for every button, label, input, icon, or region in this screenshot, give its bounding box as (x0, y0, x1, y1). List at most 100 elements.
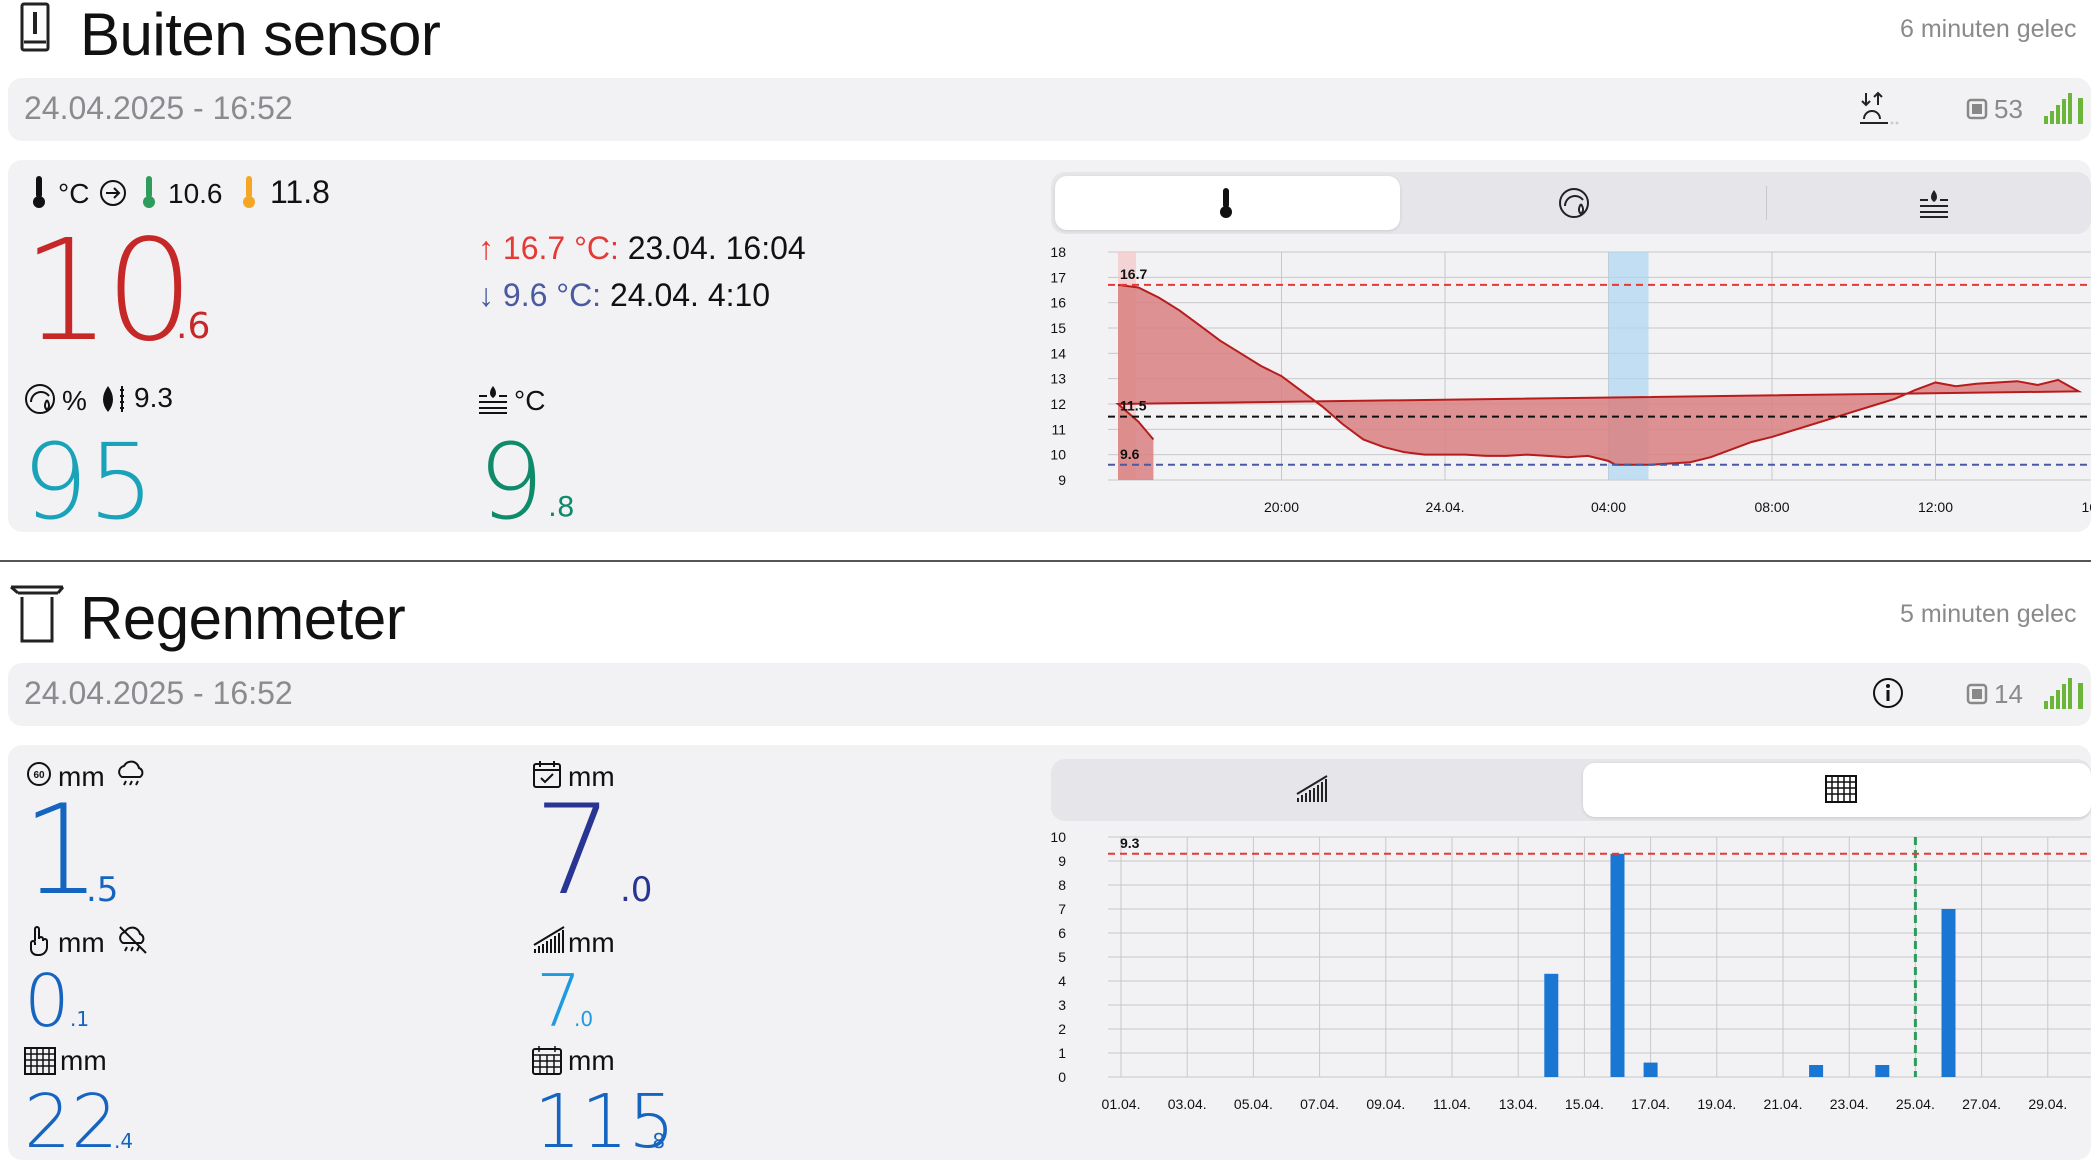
y-tick-label: 18 (1050, 244, 1066, 260)
reference-label: 16.7 (1120, 266, 1147, 282)
max-arrow-icon: ↑ (478, 230, 494, 266)
reference-label: 9.3 (1120, 835, 1140, 851)
grid-calendar-icon (1825, 775, 1857, 803)
x-tick-label: 29.04. (2028, 1096, 2067, 1112)
date-text: 24.04.2025 - 16:52 (24, 675, 293, 711)
rain-gauge-icon (8, 583, 68, 645)
temp-unit: °C (58, 178, 90, 209)
rain-bar (1875, 1065, 1890, 1077)
rain-bar (1941, 909, 1956, 1077)
y-tick-label: 17 (1050, 269, 1066, 285)
feels-like-thermometer-icon (240, 174, 258, 210)
rain-today-dec: .0 (620, 870, 653, 910)
tab-dewpoint[interactable] (1747, 176, 2091, 230)
battery-value: 14 (1994, 679, 2023, 709)
section-title: Regenmeter (80, 585, 406, 652)
rain-last-60-int: 1 (22, 779, 101, 923)
rain-manual-dec: .1 (70, 1007, 90, 1031)
no-rain-cloud-icon (116, 925, 150, 955)
tab-temperature[interactable] (1055, 176, 1400, 230)
x-tick-label: 11.04. (1433, 1096, 1471, 1112)
svg-text:60: 60 (33, 770, 45, 781)
rain-card: 60 mm 1 .5 mm 7 .0 mm 0 .1 mm 7 .0 mm 22… (8, 745, 2091, 1160)
thermometer-icon (30, 174, 48, 210)
y-tick-label: 2 (1058, 1021, 1066, 1037)
y-tick-label: 0 (1058, 1069, 1066, 1085)
tab-cumulative[interactable] (1055, 763, 1575, 817)
green-thermometer-icon (140, 174, 158, 210)
drop-icon (96, 382, 132, 416)
temperature-line (1115, 283, 2083, 466)
section-title: Buiten sensor (80, 1, 441, 68)
signal-bars-icon (2044, 92, 2084, 124)
y-tick-label: 4 (1058, 973, 1066, 989)
temp-value-dec: .6 (176, 306, 211, 347)
reference-label: 9.6 (1120, 446, 1140, 462)
humidity-gauge-icon (23, 382, 57, 416)
battery-chip-icon (1966, 683, 1988, 705)
x-tick-label: 19.04. (1697, 1096, 1736, 1112)
y-tick-label: 10 (1050, 829, 1066, 845)
x-tick-label: 03.04. (1168, 1096, 1207, 1112)
cumulative-chart-icon (1296, 775, 1328, 802)
min-time: 24.04. 4:10 (609, 277, 771, 313)
x-tick-label: 23.04. (1830, 1096, 1869, 1112)
last-60-min-icon: 60 (26, 761, 52, 787)
y-tick-label: 1 (1058, 1045, 1066, 1061)
y-tick-label: 15 (1050, 320, 1066, 336)
x-tick-label: 21.04. (1764, 1096, 1803, 1112)
x-tick-label: 04:00 (1591, 499, 1626, 515)
thermometer-icon (1220, 188, 1232, 218)
humidity-drop-value: 9.3 (134, 382, 173, 413)
rain-unit: mm (568, 927, 615, 958)
rain-rising-dec: .0 (574, 1007, 594, 1031)
feels-like-value: 11.8 (270, 174, 330, 210)
rain-month-int: 22 (24, 1079, 119, 1160)
sensor-icon (20, 2, 50, 52)
x-tick-label: 09.04. (1366, 1096, 1405, 1112)
last-update-text: 6 minuten gelec (1900, 15, 2077, 43)
y-tick-label: 16 (1050, 295, 1066, 311)
info-icon[interactable] (1872, 677, 1904, 709)
x-tick-label: 01.04. (1102, 1096, 1141, 1112)
reference-label: 11.5 (1120, 398, 1147, 414)
rain-month-dec: .4 (114, 1129, 134, 1153)
rain-year-dec: .8 (646, 1129, 666, 1153)
dewpoint-icon (1920, 190, 1948, 218)
y-tick-label: 13 (1050, 371, 1066, 387)
dewpoint-value-dec: .8 (548, 490, 575, 523)
humidity-unit: % (62, 385, 87, 416)
y-tick-label: 5 (1058, 949, 1066, 965)
sun-tracking-icon[interactable] (1856, 91, 1900, 127)
tab-humidity[interactable] (1401, 176, 1746, 230)
x-tick-label: 12:00 (1918, 499, 1953, 515)
chart-tab-bar (1051, 172, 2091, 234)
x-tick-label: 13.04. (1499, 1096, 1538, 1112)
max-label: 16.7 °C: (502, 230, 619, 266)
rain-chart: 0 1 2 3 4 5 6 7 8 9 10 01.04. 03.04. 05.04. 07.04. 09.0… (1050, 829, 2091, 1112)
y-tick-label: 10 (1050, 447, 1066, 463)
trend-icon (98, 178, 128, 208)
max-row: ↑ 16.7 °C: 23.04. 16:04 (478, 230, 806, 267)
chart-tab-bar (1051, 759, 2091, 821)
hand-icon (26, 925, 52, 957)
min-arrow-icon: ↓ (478, 277, 494, 313)
dewpoint-icon (476, 382, 510, 416)
tab-grid[interactable] (1583, 763, 2091, 817)
rain-unit: mm (58, 927, 105, 958)
rain-unit: mm (60, 1045, 107, 1076)
humidity-gauge-icon (1559, 188, 1589, 218)
x-tick-label: 07.04. (1300, 1096, 1339, 1112)
date-bar: 24.04.2025 - 16:52 14 (8, 663, 2091, 726)
rain-rising-int: 7 (536, 959, 582, 1043)
tab-separator (1766, 186, 1767, 220)
last-update-text: 5 minuten gelec (1900, 600, 2077, 628)
x-tick-label: 17.04. (1631, 1096, 1670, 1112)
y-tick-label: 7 (1058, 901, 1066, 917)
section-divider (0, 560, 2091, 562)
y-tick-label: 9 (1058, 853, 1066, 869)
rain-cloud-icon (116, 759, 146, 787)
rain-manual-int: 0 (24, 959, 70, 1043)
max-time: 23.04. 16:04 (627, 230, 806, 266)
x-tick-label: 15.04. (1565, 1096, 1604, 1112)
